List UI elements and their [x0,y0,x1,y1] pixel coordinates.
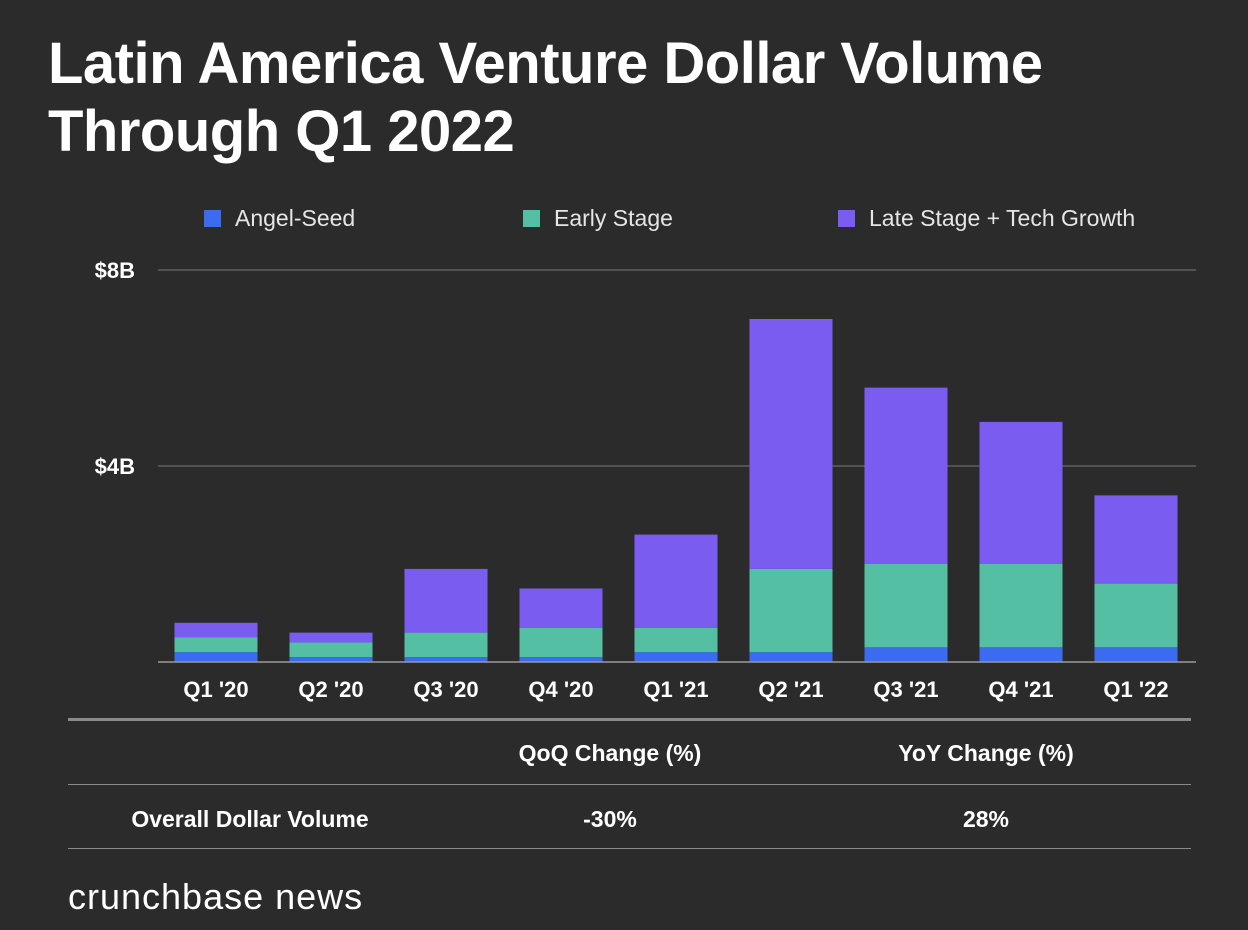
x-tick-label: Q4 '21 [988,677,1053,702]
bar-segment [864,387,948,564]
legend-label-angel-seed: Angel-Seed [235,205,356,231]
legend-label-late-stage: Late Stage + Tech Growth [869,205,1136,231]
bar-chart: $4B $8B Q1 '20 Q2 '20 Q3 '20 Q4 '20 Q1 '21 Q2 '… [95,258,1196,702]
bar-segment [864,564,948,648]
x-tick-label: Q4 '20 [528,677,593,702]
bar-segment [519,657,603,662]
bar-segment [519,588,603,628]
x-tick-label: Q2 '21 [758,677,823,702]
bar-segment [864,647,948,662]
legend-swatch-late-stage [838,210,855,227]
table-cell-qoq: -30% [583,806,637,832]
bar-segment [289,642,373,658]
bar-segment [1094,647,1178,662]
legend-item-angel-seed: Angel-Seed [204,205,355,232]
x-tick-label: Q2 '20 [298,677,363,702]
x-tick-label: Q1 '20 [183,677,248,702]
bar-segment [749,319,833,569]
x-tick-label: Q1 '21 [643,677,708,702]
bar-segment [634,534,718,628]
bar-segment [174,622,258,638]
chart-title: Latin America Venture Dollar Volume Thro… [48,31,1043,164]
bar-segment [174,637,258,653]
bar-segment [289,632,373,643]
bar-segment [1094,583,1178,648]
legend-swatch-angel-seed [204,210,221,227]
bar-segment [634,652,718,662]
brand-logo-text: crunchbase news [68,876,364,917]
table-top-rule [68,718,1191,721]
bar-segment [634,627,718,653]
legend-label-early-stage: Early Stage [554,205,673,231]
bar-segment [749,568,833,653]
y-tick-label: $8B [95,258,135,283]
bar-segment [174,652,258,662]
bar-segment [519,627,603,658]
bar-segment [404,568,488,633]
table-bottom-rule [68,848,1191,849]
bar-segment [749,652,833,662]
table-header-qoq: QoQ Change (%) [518,740,702,766]
table-header-rule [68,784,1191,785]
bar-segment [404,632,488,658]
bar-segment [979,647,1063,662]
legend-item-early-stage: Early Stage [523,205,673,232]
table-cell-yoy: 28% [962,806,1010,832]
table-header-yoy: YoY Change (%) [898,740,1074,766]
chart-legend: Angel-Seed Early Stage Late Stage + Tech… [0,205,1248,239]
bar-segment [1094,495,1178,584]
table-row-label: Overall Dollar Volume [131,806,369,832]
y-tick-label: $4B [95,454,135,479]
x-tick-label: Q3 '21 [873,677,938,702]
bar-segment [404,657,488,662]
legend-item-late-stage: Late Stage + Tech Growth [838,205,1135,232]
bar-segment [979,564,1063,648]
legend-swatch-early-stage [523,210,540,227]
bar-segment [979,421,1063,564]
x-tick-label: Q3 '20 [413,677,478,702]
x-tick-label: Q1 '22 [1103,677,1168,702]
bar-segment [289,657,373,662]
